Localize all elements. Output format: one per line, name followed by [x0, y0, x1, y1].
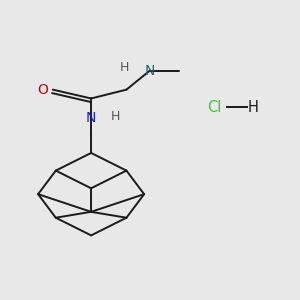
Text: H: H	[120, 61, 129, 74]
Text: Cl: Cl	[208, 100, 222, 115]
Text: N: N	[145, 64, 155, 77]
Text: N: N	[86, 111, 96, 124]
Text: O: O	[38, 82, 48, 97]
Text: H: H	[248, 100, 259, 115]
Text: H: H	[110, 110, 120, 123]
